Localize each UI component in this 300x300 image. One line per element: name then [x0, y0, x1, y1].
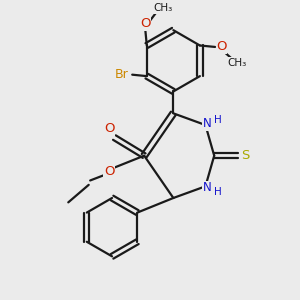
Text: CH₃: CH₃ [227, 58, 247, 68]
Text: N: N [202, 181, 211, 194]
Text: S: S [241, 149, 249, 162]
Text: H: H [214, 115, 222, 125]
Text: CH₃: CH₃ [153, 3, 172, 14]
Text: O: O [140, 17, 151, 30]
Text: Br: Br [115, 68, 129, 81]
Text: O: O [104, 122, 114, 135]
Text: N: N [202, 117, 211, 130]
Text: O: O [104, 165, 114, 178]
Text: O: O [216, 40, 227, 53]
Text: H: H [214, 187, 222, 196]
